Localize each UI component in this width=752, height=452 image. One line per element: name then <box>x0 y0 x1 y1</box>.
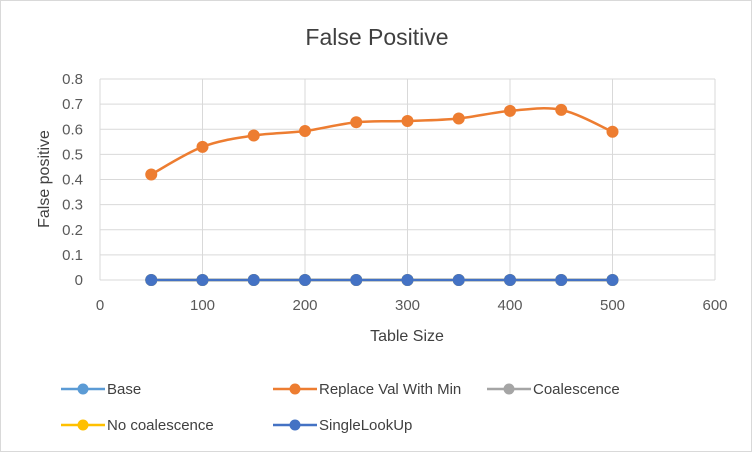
legend-swatch-marker <box>77 419 89 431</box>
data-point <box>145 274 158 286</box>
data-point <box>247 274 260 286</box>
data-point <box>401 114 414 127</box>
data-point <box>555 103 568 116</box>
data-point <box>606 274 619 286</box>
legend-label: SingleLookUp <box>319 417 412 434</box>
y-tick-label: 0 <box>75 272 83 289</box>
legend-label: No coalescence <box>107 417 214 434</box>
legend-label: Replace Val With Min <box>319 381 461 398</box>
legend-item-base: Base <box>61 381 141 398</box>
legend-item-no-coalescence: No coalescence <box>61 417 214 434</box>
x-tick-label: 300 <box>395 297 420 314</box>
y-tick-label: 0.5 <box>62 146 83 163</box>
legend-swatch-marker <box>289 419 301 431</box>
y-tick-label: 0.1 <box>62 247 83 264</box>
legend-label: Base <box>107 381 141 398</box>
data-point <box>504 274 516 286</box>
data-point <box>145 168 158 181</box>
legend: Base Replace Val With Min Coalescence No co… <box>61 381 620 434</box>
x-tick-label: 0 <box>96 297 104 314</box>
legend-item-replace-val-with-min: Replace Val With Min <box>273 381 461 398</box>
legend-label: Coalescence <box>533 381 620 398</box>
data-point <box>350 116 363 129</box>
y-tick-label: 0.4 <box>62 172 83 189</box>
data-point <box>452 274 465 286</box>
y-axis-label: False positive <box>36 130 53 228</box>
x-tick-label: 200 <box>292 297 317 314</box>
data-point <box>350 274 363 286</box>
x-tick-label: 600 <box>702 297 727 314</box>
data-point <box>196 140 209 153</box>
legend-swatch-marker <box>503 383 515 395</box>
y-tick-label: 0.3 <box>62 197 83 214</box>
x-axis-label: Table Size <box>370 328 444 345</box>
legend-item-coalescence: Coalescence <box>487 381 620 398</box>
data-point <box>299 125 311 138</box>
data-point <box>196 274 209 286</box>
y-tick-label: 0.6 <box>62 121 83 138</box>
series-replace-val-with-min <box>145 103 619 181</box>
series-layer <box>145 103 619 286</box>
x-tick-label: 100 <box>190 297 215 314</box>
data-point <box>606 125 619 138</box>
data-point <box>401 274 414 286</box>
x-tick-label: 500 <box>600 297 625 314</box>
data-point <box>555 274 568 286</box>
y-tick-label: 0.7 <box>62 96 83 113</box>
legend-swatch-marker <box>289 383 301 395</box>
data-point <box>504 104 516 117</box>
data-point <box>452 112 465 125</box>
series-singlelookup <box>145 274 619 286</box>
tick-labels: 0 100 200 300 400 500 600 0 0.1 0.2 0.3 0.4 0.5 0.6 0.… <box>62 71 727 314</box>
series-line-replace-val-with-min <box>150 107 614 176</box>
y-tick-label: 0.2 <box>62 222 83 239</box>
data-point <box>299 274 311 286</box>
legend-swatch-marker <box>77 383 89 395</box>
y-tick-label: 0.8 <box>62 71 83 88</box>
chart-title: False Positive <box>305 24 448 50</box>
legend-item-singlelookup: SingleLookUp <box>273 417 412 434</box>
gridlines <box>99 78 716 281</box>
data-point <box>247 129 260 142</box>
x-tick-label: 400 <box>497 297 522 314</box>
